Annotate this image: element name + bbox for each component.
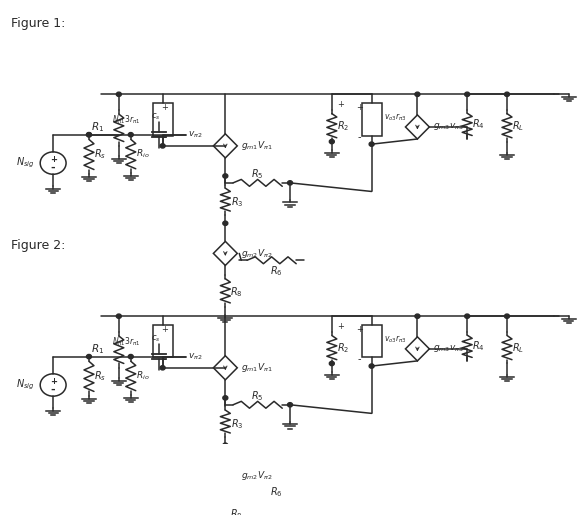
Circle shape	[415, 314, 420, 318]
Text: +: +	[337, 100, 343, 109]
Text: -: -	[51, 163, 55, 173]
Text: $R_{io}$: $R_{io}$	[136, 369, 149, 382]
Circle shape	[223, 443, 228, 448]
Text: +: +	[356, 102, 363, 112]
Text: $R_1$: $R_1$	[91, 120, 104, 134]
Text: $g_{m2}V_{\pi2}$: $g_{m2}V_{\pi2}$	[241, 469, 273, 482]
Text: $R_4$: $R_4$	[472, 339, 485, 353]
Text: $R_4$: $R_4$	[472, 117, 485, 131]
Text: -: -	[51, 385, 55, 395]
Circle shape	[329, 140, 335, 144]
Circle shape	[415, 92, 420, 96]
Circle shape	[288, 181, 292, 185]
Text: $R_3$: $R_3$	[231, 417, 244, 431]
Circle shape	[86, 132, 92, 137]
Text: $R_5$: $R_5$	[251, 167, 264, 181]
Circle shape	[288, 403, 292, 407]
Text: $R_L$: $R_L$	[512, 341, 524, 355]
Text: $R_3$: $R_3$	[231, 195, 244, 209]
Text: +: +	[337, 322, 343, 331]
Text: $N_{\pi1}3r_{\pi1}$: $N_{\pi1}3r_{\pi1}$	[112, 114, 141, 126]
Circle shape	[369, 142, 374, 146]
Circle shape	[465, 92, 470, 96]
Text: $R_6$: $R_6$	[270, 486, 283, 500]
Text: +: +	[50, 154, 56, 164]
Circle shape	[160, 144, 165, 148]
Circle shape	[504, 92, 510, 96]
Text: $R_s$: $R_s$	[94, 369, 106, 383]
Text: $R_6$: $R_6$	[270, 264, 283, 278]
Text: $c_s$: $c_s$	[151, 333, 160, 344]
Text: +: +	[161, 102, 168, 112]
Circle shape	[129, 354, 133, 359]
Text: $c_s$: $c_s$	[151, 111, 160, 122]
Text: $N_{\pi1}3r_{\pi1}$: $N_{\pi1}3r_{\pi1}$	[112, 336, 141, 348]
Text: $v_{\pi2}$: $v_{\pi2}$	[187, 129, 202, 140]
Circle shape	[223, 221, 228, 226]
Text: -: -	[358, 132, 362, 142]
Text: $N_{sig}$: $N_{sig}$	[16, 156, 35, 170]
Text: $R_2$: $R_2$	[337, 341, 349, 355]
Text: $R_{io}$: $R_{io}$	[136, 147, 149, 160]
Bar	[153, 103, 173, 135]
Text: -: -	[163, 132, 166, 142]
Text: $R_5$: $R_5$	[251, 389, 264, 403]
Text: $R_8$: $R_8$	[230, 285, 243, 299]
Circle shape	[329, 362, 335, 366]
Circle shape	[129, 132, 133, 137]
Text: -: -	[163, 354, 166, 364]
Bar	[362, 325, 382, 357]
Bar	[362, 103, 382, 135]
Circle shape	[86, 354, 92, 359]
Text: +: +	[356, 324, 363, 334]
Text: Figure 1:: Figure 1:	[11, 17, 66, 30]
Text: $g_{m3}v_{\pi3}$: $g_{m3}v_{\pi3}$	[433, 122, 464, 132]
Circle shape	[160, 366, 165, 370]
Text: Figure 2:: Figure 2:	[11, 239, 66, 252]
Text: $g_{m1}V_{\pi1}$: $g_{m1}V_{\pi1}$	[241, 362, 273, 374]
Bar	[153, 325, 173, 357]
Text: $g_{m2}V_{\pi2}$: $g_{m2}V_{\pi2}$	[241, 247, 273, 260]
Text: $g_{m1}V_{\pi1}$: $g_{m1}V_{\pi1}$	[241, 140, 273, 152]
Text: $v_{\pi2}$: $v_{\pi2}$	[187, 351, 202, 362]
Text: +: +	[161, 324, 168, 334]
Text: $N_{sig}$: $N_{sig}$	[16, 378, 35, 392]
Text: $R_2$: $R_2$	[337, 119, 349, 133]
Circle shape	[504, 314, 510, 318]
Text: $R_s$: $R_s$	[94, 148, 106, 161]
Circle shape	[116, 92, 122, 96]
Text: +: +	[50, 376, 56, 386]
Circle shape	[369, 364, 374, 368]
Circle shape	[223, 174, 228, 178]
Text: -: -	[358, 354, 362, 364]
Circle shape	[86, 132, 92, 137]
Circle shape	[223, 396, 228, 400]
Text: $v_{o3}r_{\pi3}$: $v_{o3}r_{\pi3}$	[383, 334, 406, 345]
Text: $R_1$: $R_1$	[91, 342, 104, 356]
Text: $R_8$: $R_8$	[230, 507, 243, 515]
Circle shape	[116, 314, 122, 318]
Text: $g_{m3}v_{\pi3}$: $g_{m3}v_{\pi3}$	[433, 344, 464, 354]
Text: $v_{o3}r_{\pi3}$: $v_{o3}r_{\pi3}$	[383, 112, 406, 123]
Circle shape	[465, 314, 470, 318]
Text: $R_L$: $R_L$	[512, 119, 524, 133]
